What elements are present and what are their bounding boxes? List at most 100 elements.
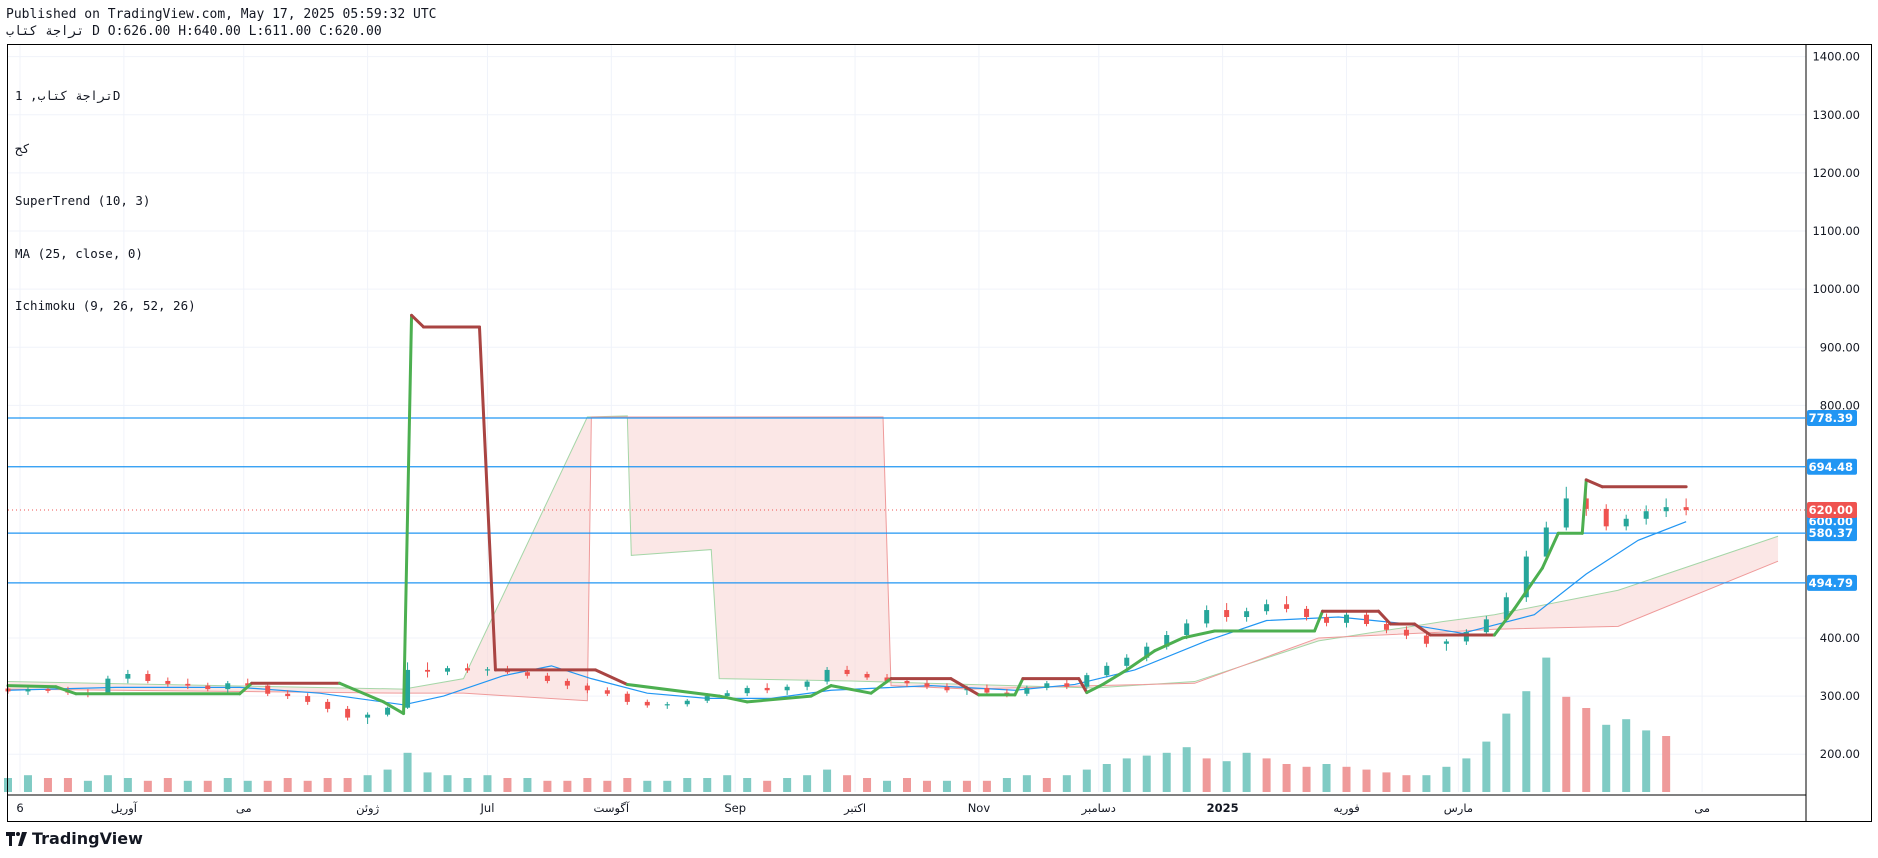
x-tick-label: می [1694,801,1710,815]
y-tick-label: 200.00 [1820,747,1860,761]
supertrend-segment [1580,478,1588,535]
level-price-tag-bg [1807,458,1857,475]
y-tick-label: 1100.00 [1812,224,1860,238]
candle-body [924,683,930,687]
y-tick-label: 900.00 [1820,340,1860,354]
candle-body [1523,556,1529,598]
candle-body [1683,507,1689,511]
candle-body [1603,508,1609,527]
x-tick-label: اکتبر [843,801,866,816]
supertrend-segment [1153,636,1185,653]
candle-body [764,687,770,691]
candle-body [145,673,151,681]
volume-bar [443,775,452,792]
volume-bar [463,778,472,792]
cloud-span-a [7,415,1779,690]
volume-bar [403,752,412,792]
x-tick-label: 6 [16,801,23,815]
candle-body [784,686,790,691]
volume-bar [1502,713,1511,792]
horizontal-levels[interactable] [8,417,1806,584]
x-tick-label: Jul [480,801,495,815]
publish-info: Published on TradingView.com, May 17, 20… [6,7,437,22]
supertrend-segment [338,681,386,704]
volume-bar [1362,769,1371,792]
legend-supertrend[interactable]: SuperTrend (10, 3) [15,193,151,208]
volume-bar [1382,772,1391,792]
supertrend-segment [1540,531,1560,570]
level-price-tag: 778.39 [1809,411,1853,425]
candle-body [1304,608,1310,618]
symbol-subtitle: كح [15,140,31,156]
volume-bar [763,780,772,792]
candle-body [724,693,730,697]
supertrend-segment [410,313,426,329]
symbol-title[interactable]: تراجة كتاب, 1D [15,88,121,103]
volume-bar [23,775,32,792]
time-axis[interactable]: 6 آوریل می ژوئن Jul آگوست Sep اکتبر Nov دسامبر 202… [16,801,1710,816]
volume-bar [643,780,652,792]
moving-average [7,521,1687,706]
volume-bar [843,775,852,792]
level-price-tag: 580.37 [1809,526,1853,540]
supertrend-segment [1313,609,1325,633]
supertrend-segment [1584,478,1604,489]
supertrend-segment [809,684,833,698]
volume-bar [1602,724,1611,792]
price-axis[interactable]: 1400.00 1300.00 1200.00 1100.00 1000.00 900.0… [1812,50,1860,762]
volume-bar [1322,764,1331,792]
candle-body [564,680,570,686]
volume-bar [83,780,92,792]
tradingview-logo-icon [6,831,27,846]
volume-bar [783,778,792,792]
volume-bar [1182,747,1191,792]
last-price-tag-bg [1807,502,1857,519]
y-tick-label: 1000.00 [1812,282,1860,296]
tradingview-brand[interactable]: TradingView [6,829,143,848]
volume-bar [1302,766,1311,792]
candle-body [624,693,630,702]
candle-body [804,681,810,687]
volume-bar [1622,719,1631,792]
supertrend-segment [869,677,893,695]
candle-body [1643,511,1649,519]
x-tick-label: ژوئن [356,801,380,816]
level-price-tag: 494.79 [1809,576,1853,590]
candle-body [185,683,191,686]
candle-body [405,669,411,708]
volume-bar [243,780,252,792]
supertrend-segment [54,685,78,696]
x-tick-label: آگوست [594,801,630,816]
candle-body [45,689,51,691]
supertrend-segment [1512,566,1544,611]
supertrend-segment [6,684,58,689]
y-tick-label: 1200.00 [1812,166,1860,180]
legend-ma[interactable]: MA (25, close, 0) [15,245,143,261]
supertrend-segment [1085,682,1105,695]
candle-body [1204,610,1210,624]
candle-body [425,669,431,672]
volume-bar [1042,778,1051,792]
candle-body [824,669,830,682]
supertrend-segment [829,684,873,695]
volume-bar [543,780,552,792]
legend-ichimoku[interactable]: Ichimoku (9, 26, 52, 26) [15,298,196,313]
volume-bar [283,778,292,792]
candle-body [1104,665,1110,676]
chart-legend[interactable]: تراجة كتاب, 1D كح SuperTrend (10, 3) MA … [15,52,196,332]
volume-bar [903,778,911,792]
y-tick-label: 800.00 [1820,398,1860,412]
volume-bar [1522,691,1531,792]
candle-body [1184,623,1190,636]
candle-body [1363,614,1369,624]
supertrend-segment [1077,677,1089,695]
y-tick-label: 400.00 [1820,631,1860,645]
level-price-tag-bg [1807,525,1857,542]
volume-bars [4,657,1671,792]
volume-bar [1482,741,1491,792]
candle-body [1264,604,1270,612]
supertrend-segment [593,668,629,686]
candle-body [1124,657,1130,666]
